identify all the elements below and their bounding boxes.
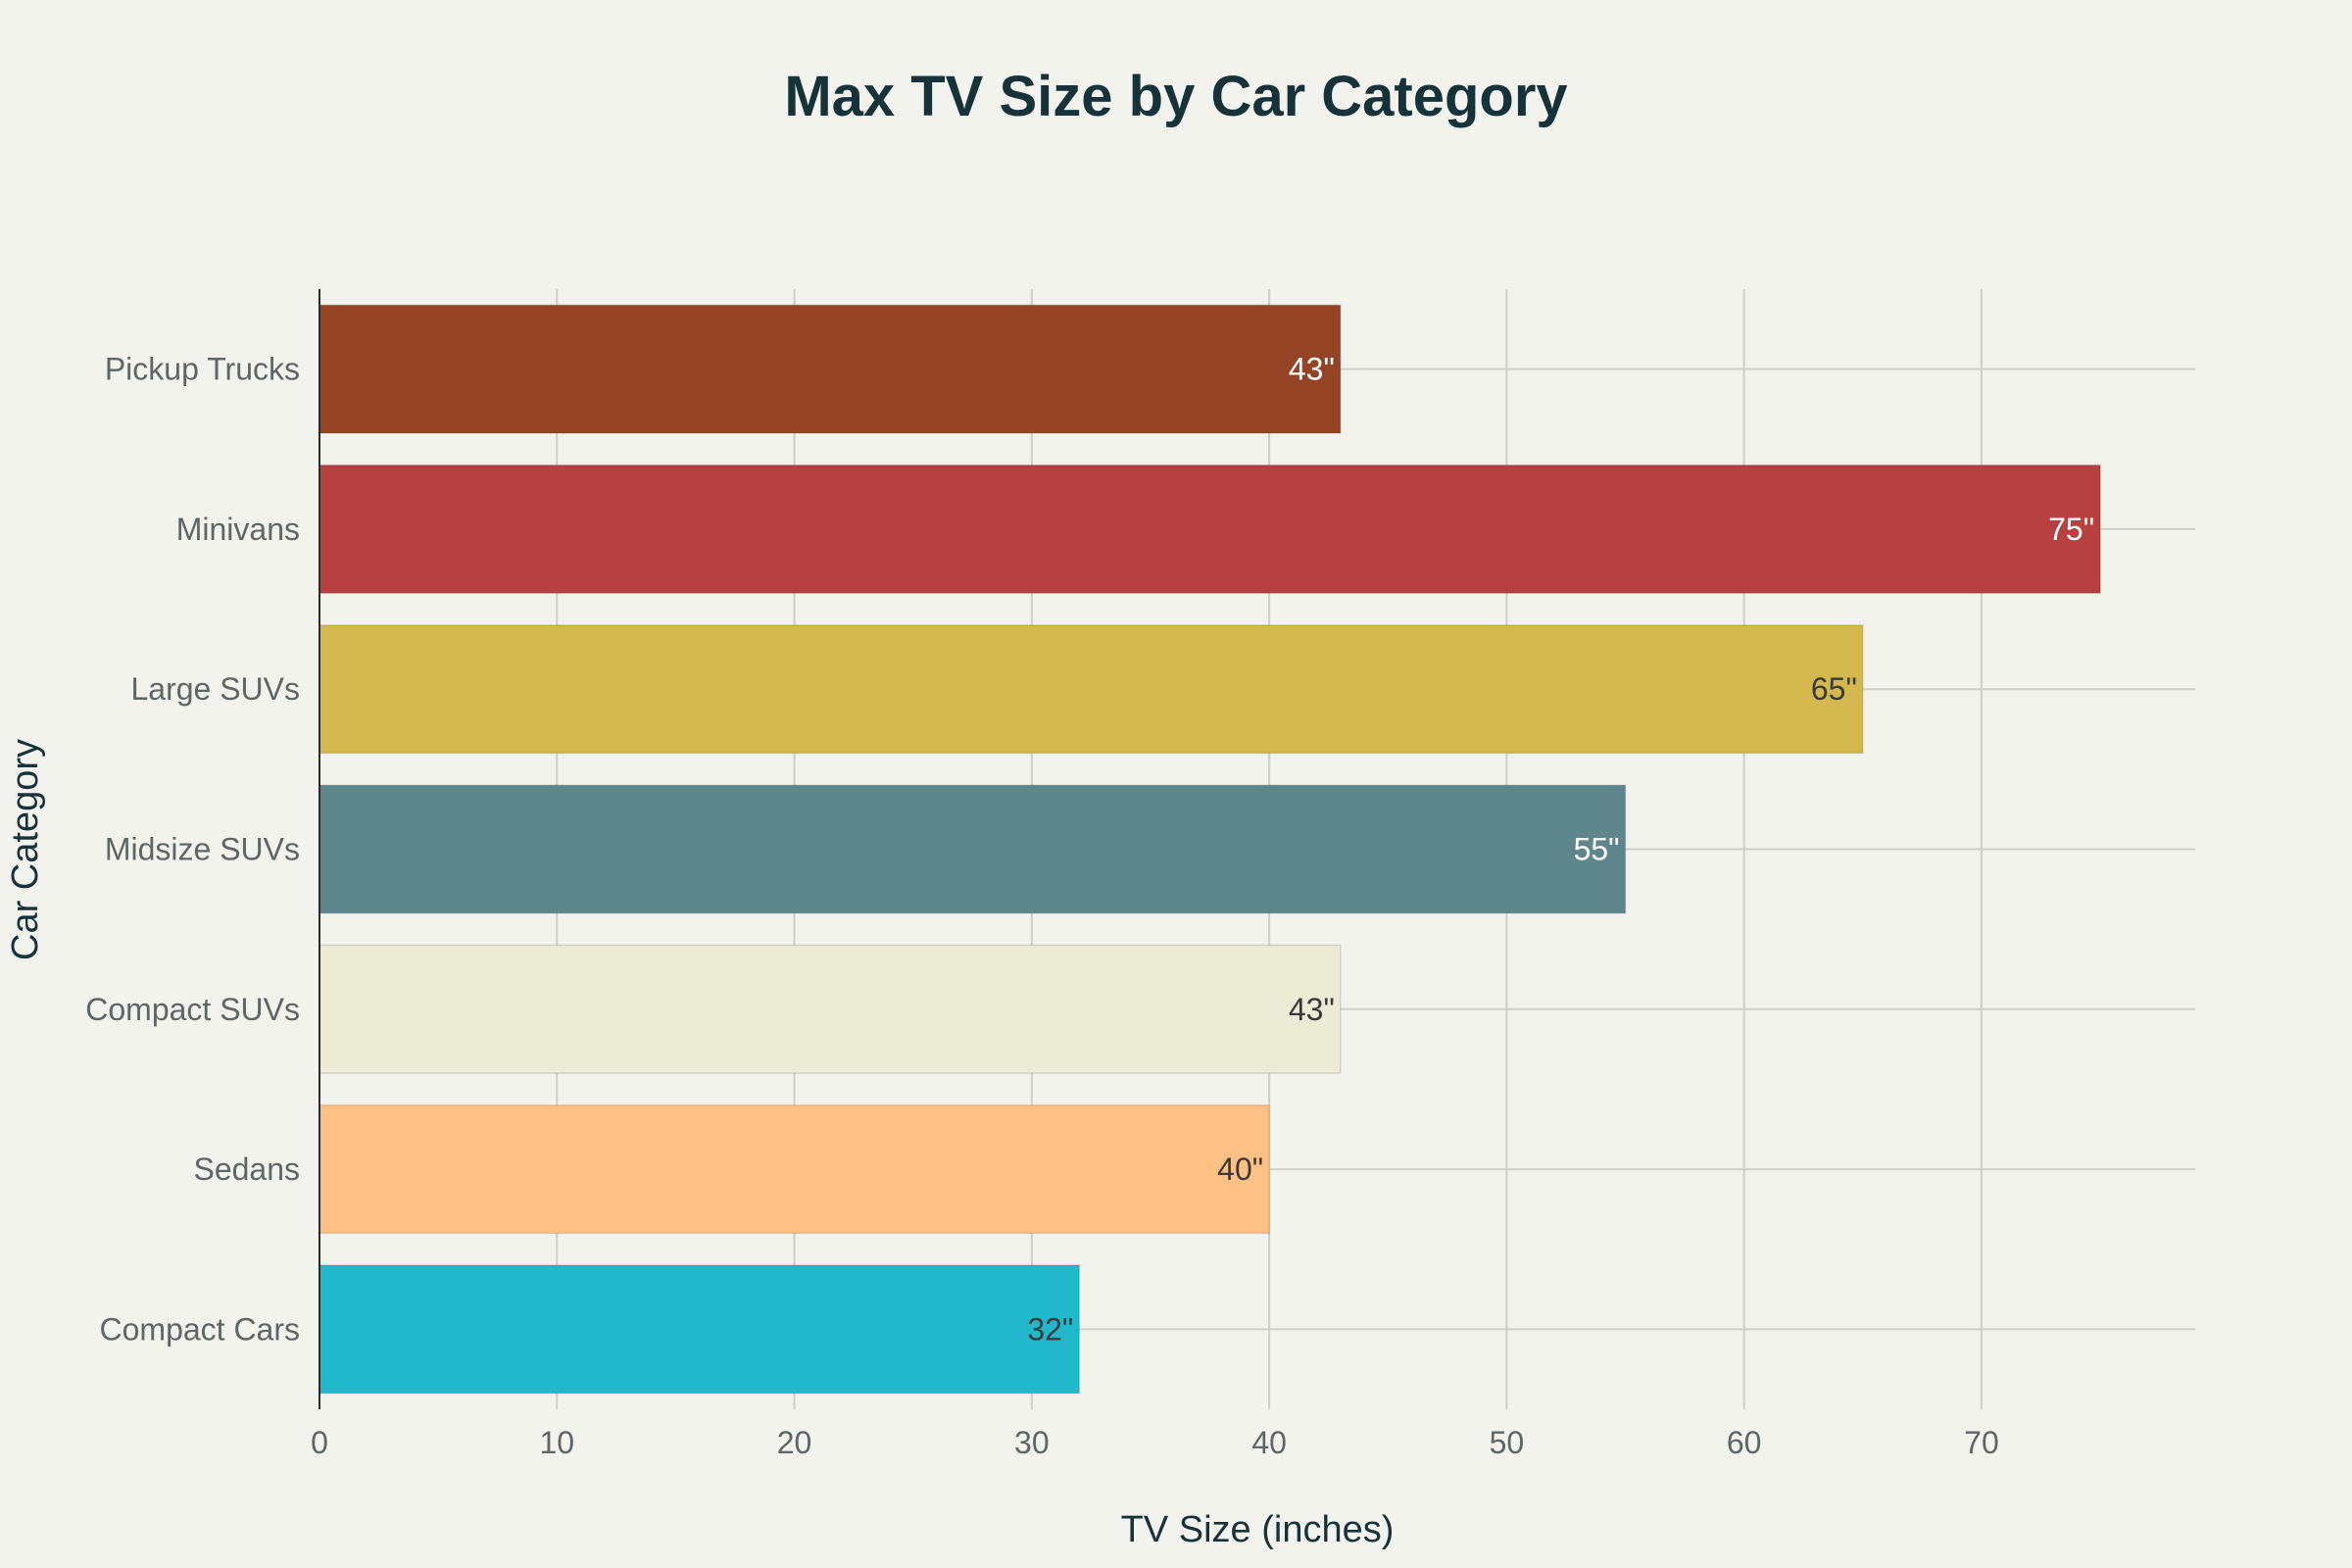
y-axis-title: Car Category [5,739,46,960]
data-label: 55" [1574,832,1620,867]
x-tick-label: 40 [1251,1425,1287,1460]
y-tick-label: Sedans [193,1152,300,1187]
bar-minivans [318,464,2101,594]
y-tick-label: Compact SUVs [85,992,300,1027]
bar-compact-suvs [318,944,1342,1074]
x-tick-label: 0 [311,1425,328,1460]
data-label: 65" [1811,671,1857,707]
x-tick-label: 20 [777,1425,812,1460]
x-tick-label: 50 [1490,1425,1525,1460]
y-tick-label: Midsize SUVs [105,832,300,867]
bar-sedans [318,1104,1270,1235]
x-tick-label: 10 [539,1425,574,1460]
x-tick-label: 30 [1014,1425,1050,1460]
y-tick-label: Pickup Trucks [105,352,300,387]
data-label: 75" [2048,512,2094,547]
y-tick-label: Compact Cars [100,1311,301,1347]
data-label: 43" [1289,352,1335,387]
bar-large-suvs [318,624,1864,755]
x-axis-title: TV Size (inches) [1121,1509,1395,1550]
bar-midsize-suvs [318,784,1627,914]
data-labels-layer: 32" 40" 43" 55" 65" 75" 43" [1027,352,2094,1348]
y-tick-label: Large SUVs [130,671,300,707]
x-tick-label: 60 [1727,1425,1762,1460]
y-tick-label: Minivans [176,512,300,547]
data-label: 40" [1217,1152,1263,1187]
data-label: 43" [1289,992,1335,1027]
chart-title: Max TV Size by Car Category [784,65,1567,128]
x-tick-label: 70 [1964,1425,1999,1460]
bar-compact-cars [318,1264,1081,1395]
tick-labels-layer: 0 10 20 30 40 50 60 70 Compact Cars Sedans Compact… [85,352,1998,1460]
bar-pickup-trucks [318,304,1342,434]
data-label: 32" [1027,1311,1073,1347]
bars-layer [318,304,2101,1395]
